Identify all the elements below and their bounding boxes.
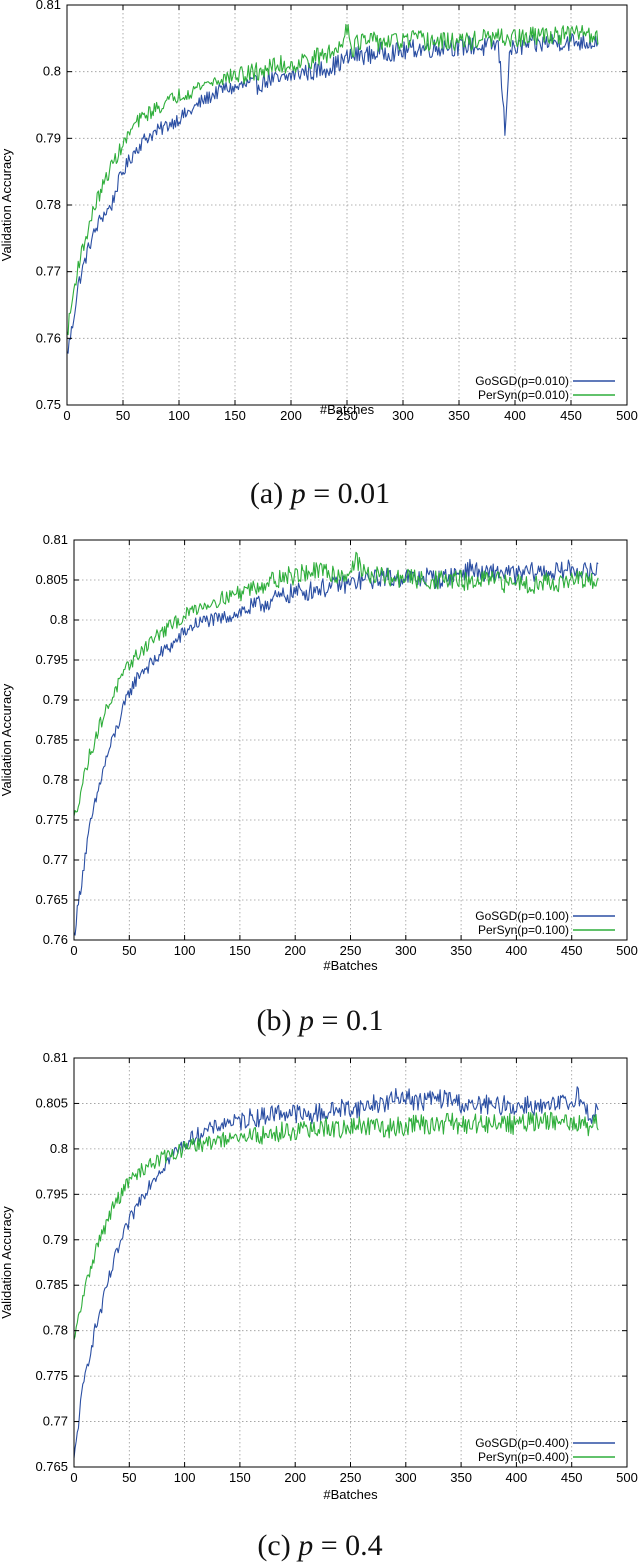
y-tick-label: 0.77: [43, 852, 68, 867]
x-tick-label: 450: [560, 408, 582, 423]
chart-panel-3: 0 50 100 150 200 250 300 350 400 450 500 0.765 0.77 0…: [0, 1050, 638, 1562]
x-tick-label: 300: [395, 943, 417, 958]
series-line-gosgd: [73, 1086, 599, 1459]
y-tick-label: 0.76: [36, 330, 61, 345]
panel-caption: (a) p = 0.01: [250, 477, 390, 510]
x-tick-label: 350: [450, 943, 472, 958]
y-tick-label: 0.805: [35, 572, 68, 587]
y-tick-label: 0.78: [36, 197, 61, 212]
x-tick-label: 200: [280, 408, 302, 423]
y-tick-label: 0.765: [35, 892, 68, 907]
x-tick-label: 50: [122, 1470, 136, 1485]
x-tick-label: 100: [168, 408, 190, 423]
x-tick-label: 0: [70, 943, 77, 958]
y-tick-label: 0.77: [36, 264, 61, 279]
x-axis-label: #Batches: [323, 958, 378, 973]
y-tick-label: 0.775: [35, 1368, 68, 1383]
y-tick-label: 0.78: [43, 772, 68, 787]
y-tick-label: 0.805: [35, 1095, 68, 1110]
y-tick-label: 0.795: [35, 652, 68, 667]
x-tick-label: 50: [122, 943, 136, 958]
y-tick-label: 0.81: [43, 1050, 68, 1065]
x-tick-label: 500: [616, 408, 638, 423]
x-tick-label: 450: [561, 1470, 583, 1485]
x-tick-label: 100: [174, 1470, 196, 1485]
y-tick-label: 0.795: [35, 1186, 68, 1201]
x-tick-label: 0: [63, 408, 70, 423]
x-tick-label: 450: [561, 943, 583, 958]
x-tick-label: 400: [506, 1470, 528, 1485]
y-tick-label: 0.79: [36, 130, 61, 145]
series-line-persyn: [73, 1111, 599, 1341]
y-tick-label: 0.75: [36, 397, 61, 412]
x-tick-label: 300: [392, 408, 414, 423]
panel-caption: (c) p = 0.4: [257, 1529, 382, 1562]
legend-label: PerSyn(p=0.010): [478, 388, 569, 402]
y-tick-label: 0.77: [43, 1414, 68, 1429]
y-tick-label: 0.8: [50, 1141, 68, 1156]
x-tick-label: 350: [450, 1470, 472, 1485]
chart-panel-1: 0 50 100 150 200 250 300 350 400 450 500 0.75 0.76 0.…: [0, 0, 638, 510]
legend-label: PerSyn(p=0.400): [478, 1450, 569, 1464]
y-axis-label: Validation Accuracy: [0, 148, 14, 261]
panel-caption: (b) p = 0.1: [257, 1004, 384, 1037]
x-tick-label: 150: [229, 943, 251, 958]
x-tick-label: 300: [395, 1470, 417, 1485]
y-tick-label: 0.81: [43, 532, 68, 547]
x-tick-label: 400: [506, 943, 528, 958]
x-tick-label: 200: [284, 943, 306, 958]
x-tick-label: 250: [340, 943, 362, 958]
x-tick-label: 350: [448, 408, 470, 423]
x-tick-label: 400: [504, 408, 526, 423]
x-axis-label: #Batches: [320, 402, 375, 417]
y-tick-label: 0.79: [43, 692, 68, 707]
x-tick-label: 500: [616, 1470, 638, 1485]
y-tick-label: 0.78: [43, 1323, 68, 1338]
x-axis-label: #Batches: [323, 1487, 378, 1502]
chart-panel-2: 0 50 100 150 200 250 300 350 400 450 500 0.76 0.765 0…: [0, 532, 638, 1037]
x-tick-label: 500: [616, 943, 638, 958]
y-axis-label: Validation Accuracy: [0, 1206, 14, 1319]
y-tick-label: 0.8: [50, 612, 68, 627]
y-tick-label: 0.765: [35, 1459, 68, 1474]
x-tick-label: 150: [229, 1470, 251, 1485]
y-tick-label: 0.76: [43, 932, 68, 947]
legend-label: GoSGD(p=0.010): [475, 374, 569, 388]
y-tick-label: 0.785: [35, 732, 68, 747]
y-tick-label: 0.785: [35, 1277, 68, 1292]
y-tick-label: 0.775: [35, 812, 68, 827]
series-line-persyn: [66, 23, 599, 336]
x-tick-label: 200: [284, 1470, 306, 1485]
y-tick-label: 0.81: [36, 0, 61, 12]
legend-label: GoSGD(p=0.100): [475, 909, 569, 923]
series-line-persyn: [73, 551, 599, 817]
x-tick-label: 250: [340, 1470, 362, 1485]
x-tick-label: 50: [116, 408, 130, 423]
y-tick-label: 0.8: [43, 64, 61, 79]
y-axis-label: Validation Accuracy: [0, 683, 14, 796]
x-tick-label: 150: [224, 408, 246, 423]
x-tick-label: 100: [174, 943, 196, 958]
series-line-gosgd: [66, 32, 599, 354]
legend-label: GoSGD(p=0.400): [475, 1436, 569, 1450]
y-tick-label: 0.79: [43, 1232, 68, 1247]
series-line-gosgd: [73, 558, 599, 936]
x-tick-label: 0: [70, 1470, 77, 1485]
x-tick-label: 250: [336, 408, 358, 423]
legend-label: PerSyn(p=0.100): [478, 923, 569, 937]
